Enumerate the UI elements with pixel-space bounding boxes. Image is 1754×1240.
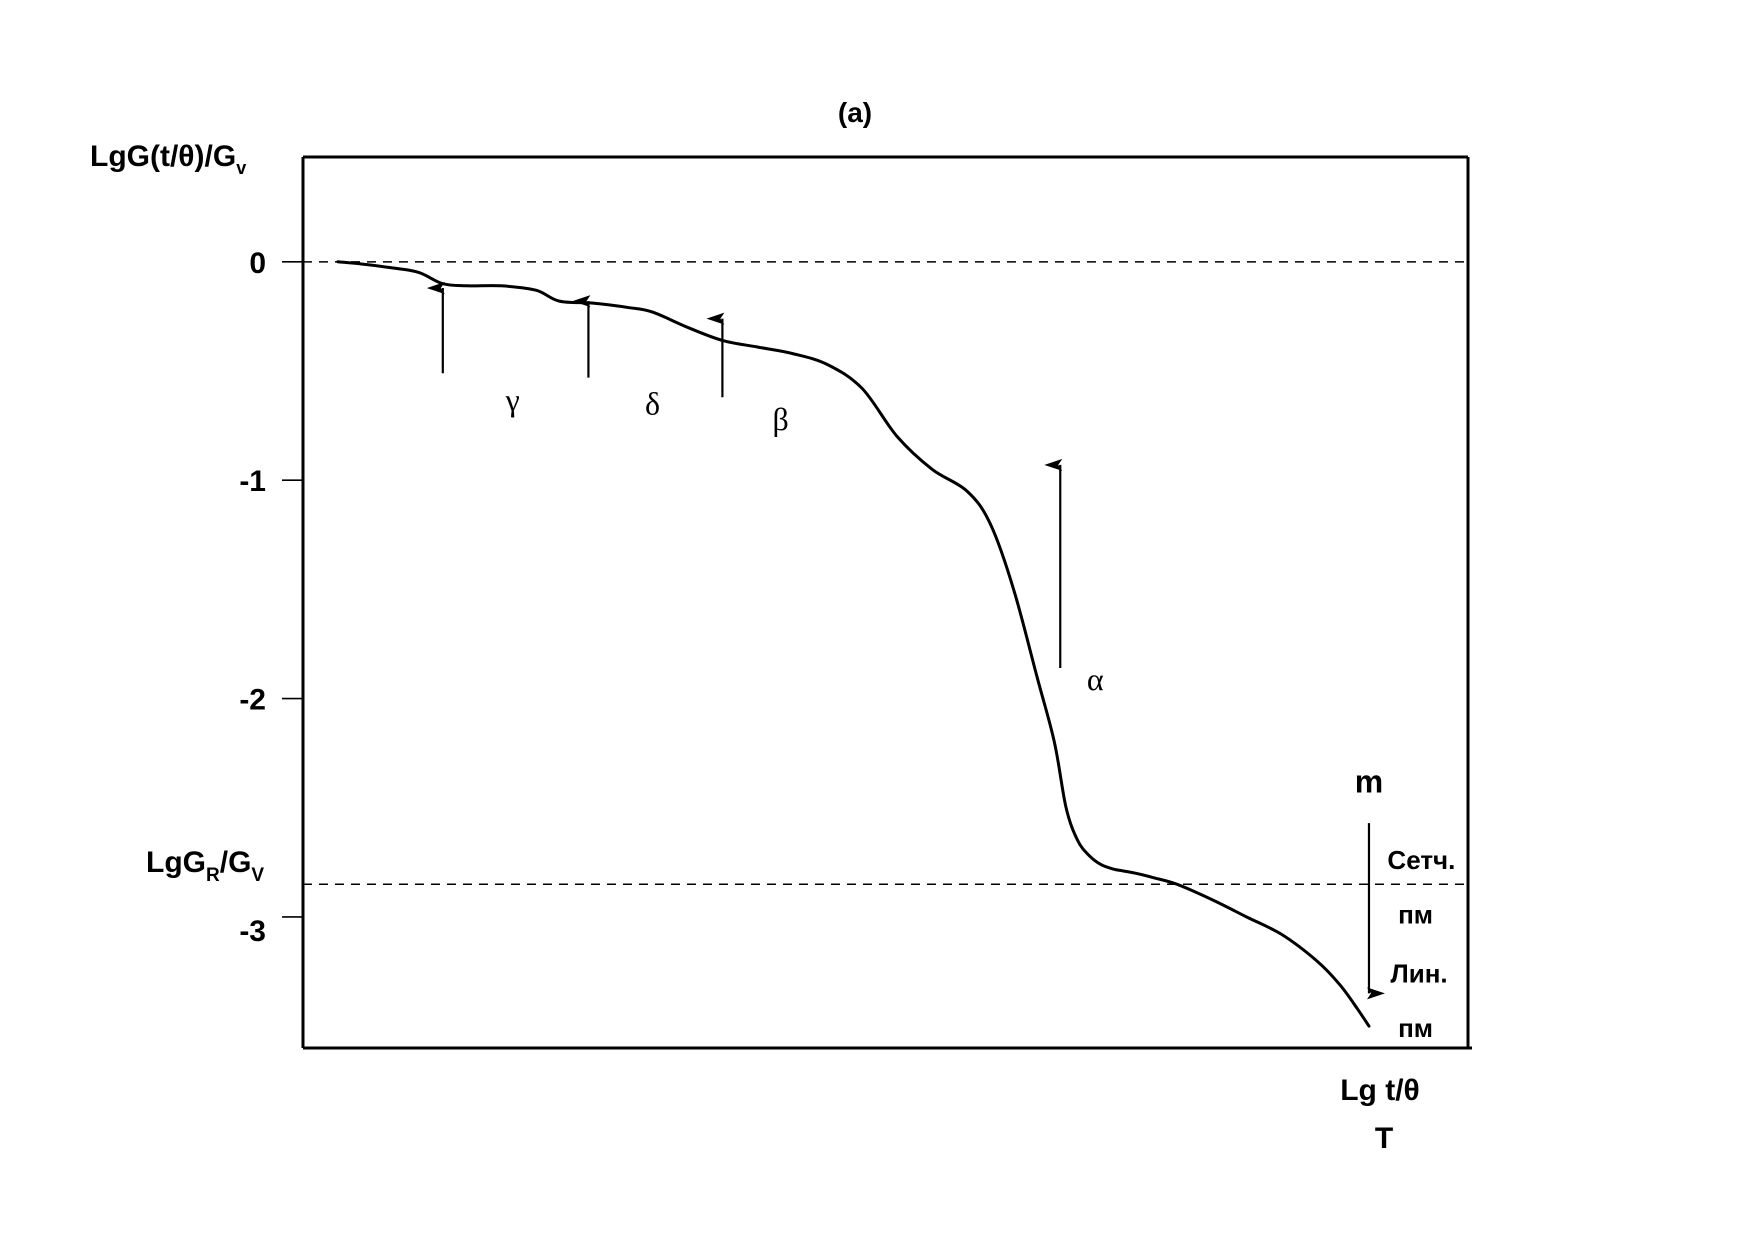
x-axis-label-line2: T: [1375, 1122, 1393, 1155]
ref-label-main: LgG: [146, 846, 206, 879]
y-tick-label-2: -2: [239, 684, 266, 717]
y-axis-label-main: LgG(t/θ)/G: [90, 140, 236, 173]
y-tick-label-1: -1: [239, 465, 266, 498]
annotation-0: γ: [505, 381, 520, 417]
chart-title: (a): [838, 97, 872, 128]
annotation-3: α: [1087, 661, 1104, 697]
annotation-1: δ: [645, 386, 660, 422]
ref-label-mid: /G: [220, 846, 252, 879]
annotation-2: β: [773, 401, 789, 437]
series-line-0: [336, 260, 1371, 1028]
y-axis-ticks: 0 -1 -2 -3: [239, 247, 303, 948]
arrows-layer: [426, 282, 1385, 1000]
y-axis-label-sub: v: [236, 158, 246, 178]
y-axis-label: LgG(t/θ)/Gv: [90, 140, 246, 178]
annotation-6: пм: [1398, 900, 1433, 930]
ref-label-sub-r: R: [206, 865, 220, 886]
ref-label-sub-v: V: [251, 865, 264, 886]
ref-line-label: LgGR/GV: [146, 846, 264, 886]
annotation-8: пм: [1398, 1013, 1433, 1043]
plot-frame: [301, 155, 1472, 1050]
y-tick-label-0: 0: [249, 247, 266, 280]
reference-lines: [303, 261, 1468, 885]
annotation-5: Сетч.: [1387, 845, 1455, 875]
annotation-4: m: [1355, 763, 1383, 799]
series-layer: [336, 260, 1371, 1028]
y-tick-label-3: -3: [239, 915, 266, 948]
annotations-layer: γ δ β α m Сетч. пм Лин. пм: [505, 381, 1456, 1043]
x-axis-label: Lg t/θ: [1340, 1074, 1420, 1107]
annotation-7: Лин.: [1390, 958, 1447, 988]
